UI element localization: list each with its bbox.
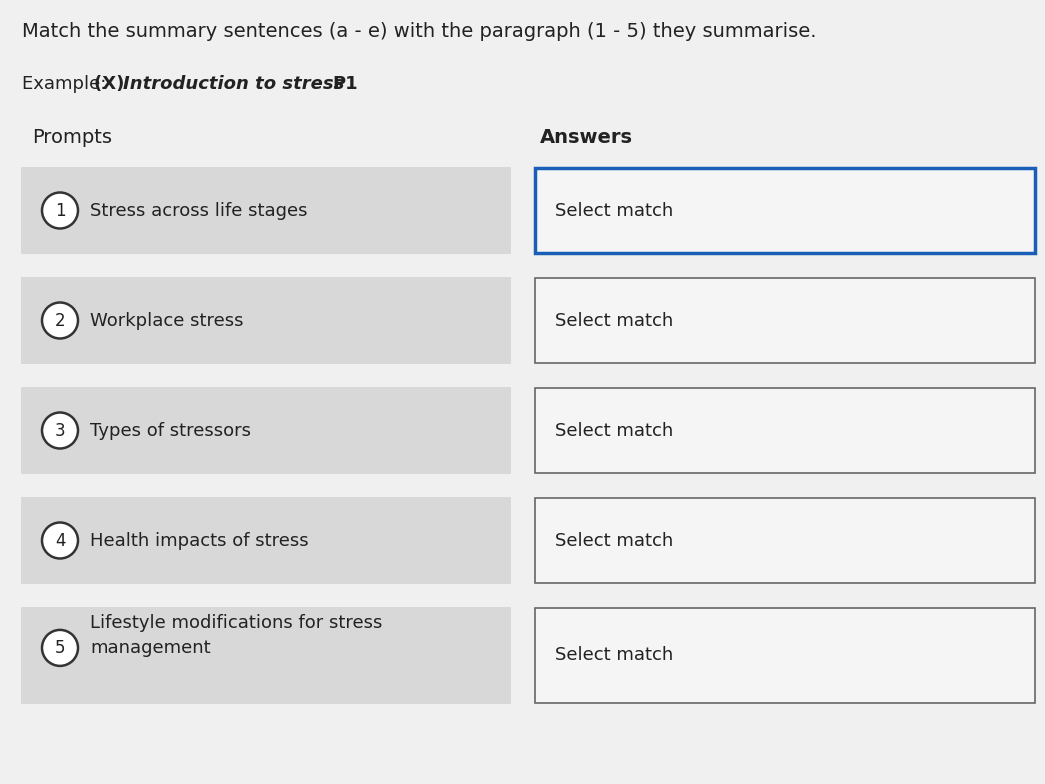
Text: Health impacts of stress: Health impacts of stress <box>90 532 308 550</box>
FancyBboxPatch shape <box>535 498 1035 583</box>
FancyBboxPatch shape <box>535 608 1035 703</box>
FancyBboxPatch shape <box>21 167 511 254</box>
Text: 3: 3 <box>54 422 65 440</box>
Circle shape <box>42 193 78 228</box>
Circle shape <box>42 303 78 339</box>
Text: 1: 1 <box>54 201 65 220</box>
FancyBboxPatch shape <box>21 277 511 364</box>
Text: Select match: Select match <box>555 311 673 329</box>
Text: Select match: Select match <box>555 647 673 665</box>
Text: Introduction to stress: Introduction to stress <box>123 75 345 93</box>
FancyBboxPatch shape <box>21 607 511 704</box>
Text: Select match: Select match <box>555 422 673 440</box>
FancyBboxPatch shape <box>21 497 511 584</box>
Text: 4: 4 <box>54 532 65 550</box>
Text: Stress across life stages: Stress across life stages <box>90 201 307 220</box>
FancyBboxPatch shape <box>535 388 1035 473</box>
Text: Types of stressors: Types of stressors <box>90 422 251 440</box>
Circle shape <box>42 630 78 666</box>
Text: Answers: Answers <box>540 128 633 147</box>
Text: Workplace stress: Workplace stress <box>90 311 243 329</box>
Text: P1: P1 <box>332 75 357 93</box>
Text: Example:: Example: <box>22 75 112 93</box>
Text: Prompts: Prompts <box>32 128 112 147</box>
Text: 2: 2 <box>54 311 65 329</box>
Text: Select match: Select match <box>555 532 673 550</box>
FancyBboxPatch shape <box>535 168 1035 253</box>
Text: Lifestyle modifications for stress
management: Lifestyle modifications for stress manag… <box>90 615 382 658</box>
FancyBboxPatch shape <box>535 278 1035 363</box>
FancyBboxPatch shape <box>21 387 511 474</box>
Text: Select match: Select match <box>555 201 673 220</box>
Text: Match the summary sentences (a - e) with the paragraph (1 - 5) they summarise.: Match the summary sentences (a - e) with… <box>22 22 816 41</box>
Circle shape <box>42 522 78 558</box>
Text: (X): (X) <box>94 75 131 93</box>
Circle shape <box>42 412 78 448</box>
Text: 5: 5 <box>54 639 65 657</box>
